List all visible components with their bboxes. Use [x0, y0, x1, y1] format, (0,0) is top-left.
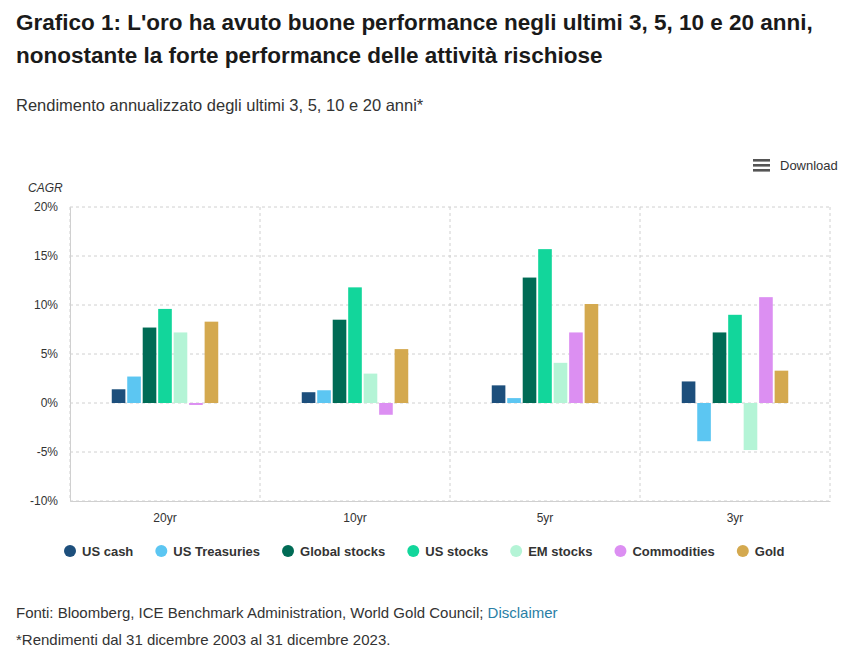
category-divider: [70, 207, 71, 501]
x-tick-label: 20yr: [153, 511, 176, 525]
bar: [523, 278, 537, 403]
chart: Download CAGR -10% -5% 0% 5% 10% 15% 20% 20yr 10yr…: [0, 150, 857, 600]
bar: [189, 403, 203, 405]
bar: [317, 390, 331, 403]
x-tick: 20yr: [153, 501, 176, 525]
y-tick-label: 15%: [34, 249, 58, 263]
legend: US cash US Treasuries Global stocks US stoc…: [64, 544, 784, 559]
bar: [585, 304, 599, 403]
source: Fonti: Bloomberg, ICE Benchmark Administ…: [16, 604, 558, 621]
bar: [143, 328, 157, 403]
bar: [775, 371, 789, 403]
grid: [70, 207, 830, 501]
y-tick: 5%: [41, 347, 70, 361]
x-tick-label: 5yr: [537, 511, 554, 525]
y-tick-label: -10%: [30, 494, 58, 508]
y-axis-title: CAGR: [28, 181, 63, 195]
bar: [507, 398, 521, 403]
legend-label: Global stocks: [300, 544, 385, 559]
y-tick-label: 5%: [41, 347, 59, 361]
y-tick: -5%: [37, 445, 70, 459]
legend-item: Commodities: [614, 544, 714, 559]
x-tick-label: 10yr: [343, 511, 366, 525]
grid-line: [70, 501, 830, 502]
x-tick-label: 3yr: [727, 511, 744, 525]
download-label[interactable]: Download: [780, 158, 838, 173]
y-tick-label: 0%: [41, 396, 59, 410]
legend-swatch: [737, 545, 749, 557]
y-tick-label: -5%: [37, 445, 59, 459]
legend-item: EM stocks: [510, 544, 592, 559]
legend-item: US stocks: [407, 544, 488, 559]
bar: [302, 392, 316, 403]
bar: [174, 332, 188, 403]
y-tick: -10%: [30, 494, 70, 508]
legend-item: US Treasuries: [155, 544, 260, 559]
download-icon[interactable]: [753, 169, 770, 172]
legend-item: Gold: [737, 544, 785, 559]
y-tick: 15%: [34, 249, 70, 263]
bar: [554, 363, 568, 403]
legend-label: EM stocks: [528, 544, 592, 559]
legend-label: US cash: [82, 544, 133, 559]
bar: [682, 381, 696, 403]
download-icon[interactable]: [753, 164, 770, 167]
note: *Rendimenti dal 31 dicembre 2003 al 31 d…: [16, 631, 390, 648]
x-axis-line: [71, 501, 831, 502]
bar: [205, 322, 219, 403]
x-axis: 20yr 10yr 5yr 3yr: [71, 501, 831, 525]
legend-label: US Treasuries: [173, 544, 260, 559]
legend-swatch: [614, 545, 626, 557]
y-axis-line: [70, 208, 71, 502]
grid-line: [70, 452, 830, 453]
category-divider: [260, 207, 261, 501]
bar: [697, 403, 711, 441]
legend-swatch: [407, 545, 419, 557]
bar: [112, 389, 126, 403]
legend-swatch: [155, 545, 167, 557]
category-divider: [450, 207, 451, 501]
bar: [538, 249, 552, 403]
legend-swatch: [282, 545, 294, 557]
bar: [364, 374, 378, 403]
bars: [112, 249, 788, 450]
bar: [158, 309, 172, 403]
subtitle: Rendimento annualizzato degli ultimi 3, …: [16, 96, 423, 115]
legend-swatch: [64, 545, 76, 557]
y-axis: -10% -5% 0% 5% 10% 15% 20%: [30, 200, 71, 508]
bar: [759, 297, 773, 403]
legend-item: Global stocks: [282, 544, 385, 559]
download-button[interactable]: Download: [753, 158, 838, 173]
bar: [713, 332, 727, 403]
legend-label: US stocks: [425, 544, 488, 559]
bar: [728, 315, 742, 403]
y-tick-label: 10%: [34, 298, 58, 312]
legend-label: Commodities: [632, 544, 714, 559]
title: Grafico 1: L'oro ha avuto buone performa…: [16, 6, 851, 72]
legend-item: US cash: [64, 544, 133, 559]
y-tick: 20%: [34, 200, 70, 214]
y-tick: 10%: [34, 298, 70, 312]
bar: [333, 320, 347, 403]
bar: [348, 287, 362, 403]
disclaimer-link[interactable]: Disclaimer: [488, 604, 558, 621]
y-tick: 0%: [41, 396, 70, 410]
bar: [379, 403, 393, 415]
category-divider: [640, 207, 641, 501]
x-tick: 5yr: [537, 501, 554, 525]
bar: [744, 403, 758, 450]
bar: [127, 377, 141, 403]
x-tick: 3yr: [727, 501, 744, 525]
bar: [569, 332, 583, 403]
legend-label: Gold: [755, 544, 785, 559]
category-divider: [830, 207, 831, 501]
legend-swatch: [510, 545, 522, 557]
bar: [395, 349, 409, 403]
y-tick-label: 20%: [34, 200, 58, 214]
bar: [492, 385, 506, 403]
source-text: Fonti: Bloomberg, ICE Benchmark Administ…: [16, 604, 488, 621]
download-icon[interactable]: [753, 159, 770, 162]
x-tick: 10yr: [343, 501, 366, 525]
